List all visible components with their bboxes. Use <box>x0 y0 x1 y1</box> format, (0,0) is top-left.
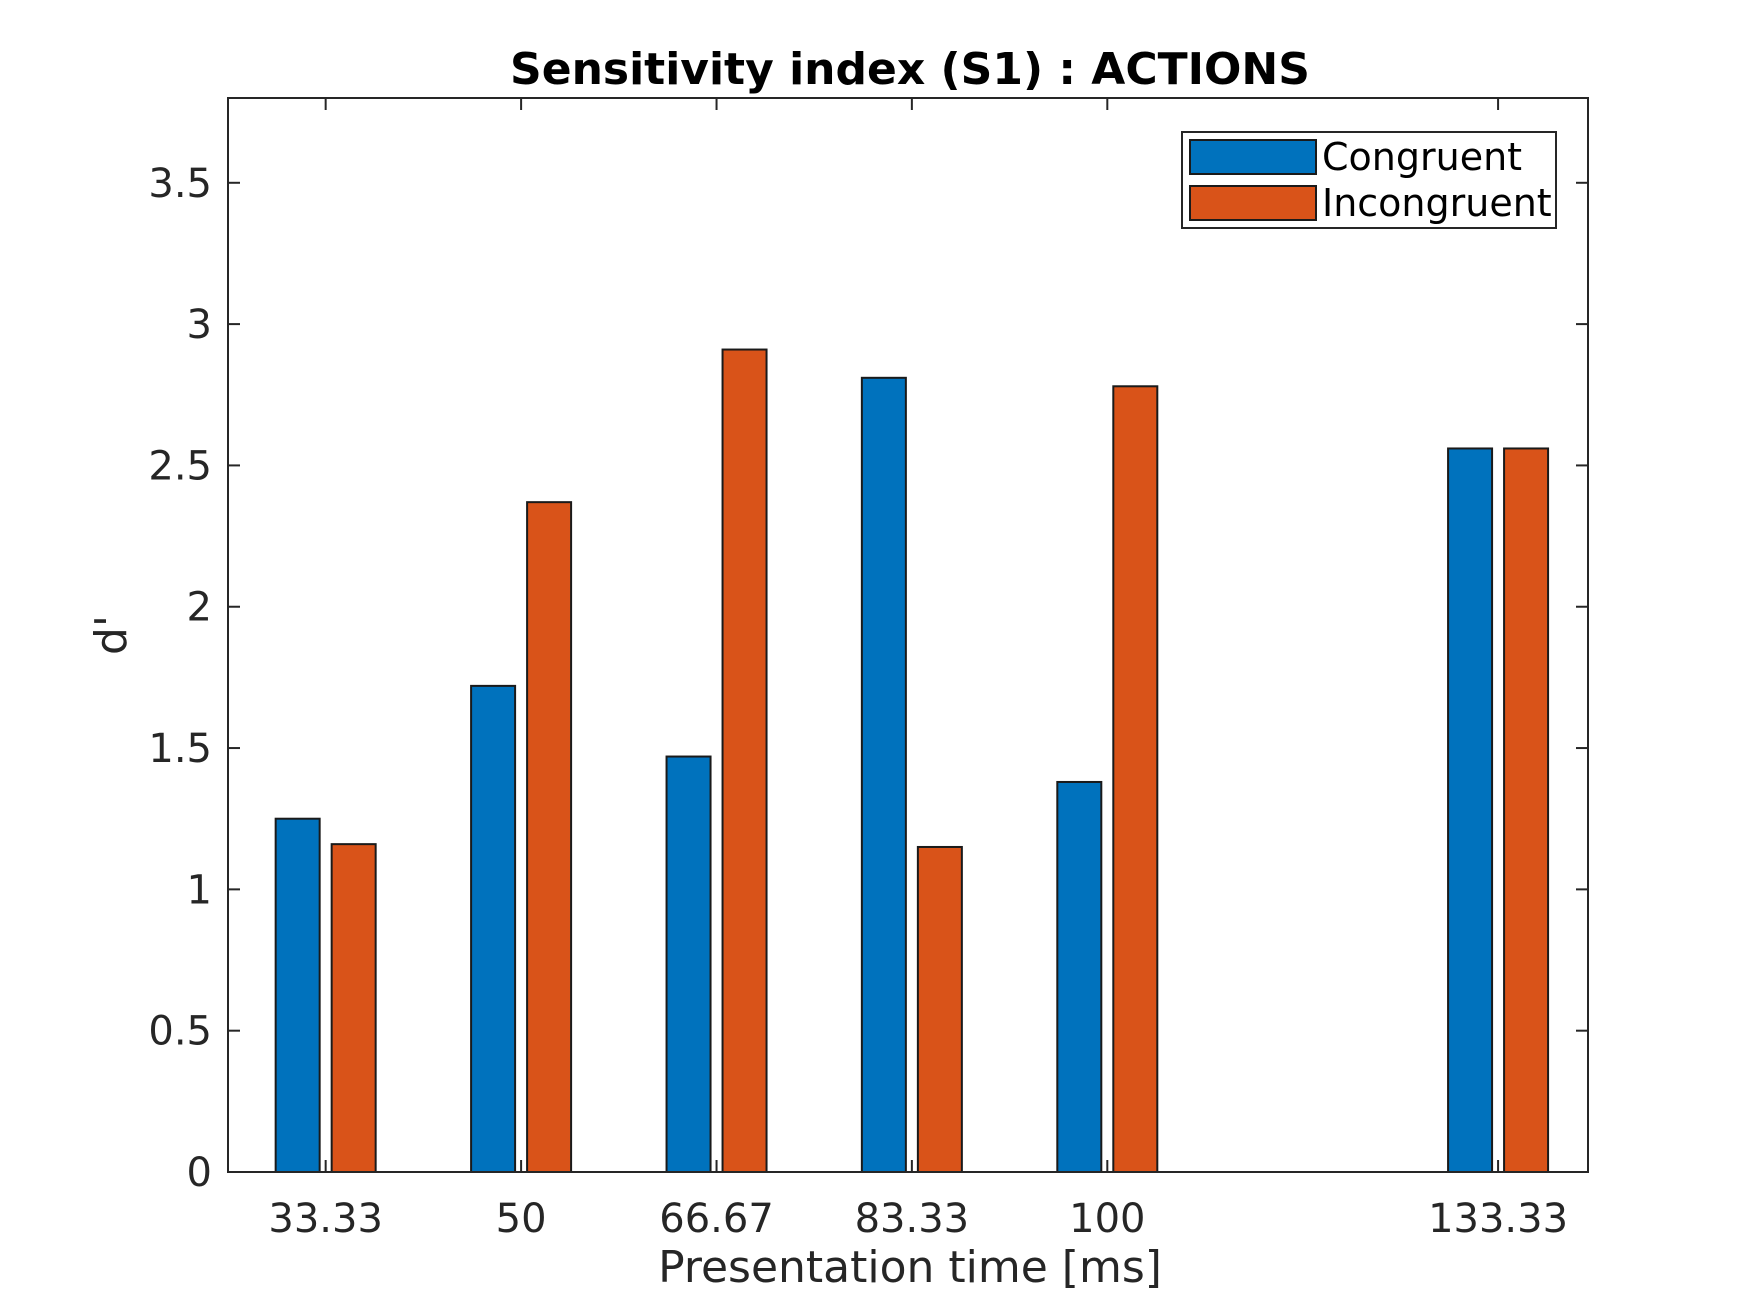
bar-congruent-0 <box>274 817 321 1173</box>
y-tick-label: 3.5 <box>148 161 212 207</box>
y-tick-label: 1 <box>187 867 212 913</box>
x-tick-label: 33.33 <box>268 1196 383 1242</box>
chart-title: Sensitivity index (S1) : ACTIONS <box>510 44 1310 95</box>
x-tick-label: 100 <box>1069 1196 1145 1242</box>
y-tick-label: 0.5 <box>148 1009 212 1055</box>
y-tick-label: 2 <box>187 585 212 631</box>
axes-box <box>227 97 1589 1173</box>
bar-incongruent-0 <box>330 843 377 1173</box>
x-tick-label: 83.33 <box>855 1196 970 1242</box>
legend-swatch-congruent <box>1189 139 1317 175</box>
bar-congruent-1 <box>470 684 517 1173</box>
bar-incongruent-3 <box>916 845 963 1173</box>
bar-congruent-4 <box>1056 780 1103 1174</box>
x-tick-label: 66.67 <box>659 1196 774 1242</box>
bar-incongruent-2 <box>721 348 768 1173</box>
legend-swatch-incongruent <box>1189 185 1317 221</box>
plot-area <box>228 98 1588 1172</box>
bar-congruent-5 <box>1447 447 1494 1174</box>
legend-label-incongruent: Incongruent <box>1322 181 1552 225</box>
bars-group <box>274 348 1550 1174</box>
bar-incongruent-1 <box>526 501 573 1173</box>
axes-group: 0 0.5 1 1.5 2 2.5 3 3.5 33.33 50 66.67 83.33 100 133.… <box>148 97 1589 1242</box>
y-tick-label: 3 <box>187 302 212 348</box>
bar-incongruent-5 <box>1503 447 1550 1174</box>
legend-label-congruent: Congruent <box>1322 135 1522 179</box>
y-tick-label: 2.5 <box>148 443 212 489</box>
bar-congruent-2 <box>665 755 712 1173</box>
y-axis-label: d' <box>86 615 137 655</box>
x-tick-label: 50 <box>496 1196 547 1242</box>
x-axis-label: Presentation time [ms] <box>658 1242 1162 1293</box>
bar-congruent-3 <box>860 376 907 1174</box>
x-tick-label: 133.33 <box>1428 1196 1568 1242</box>
y-tick-label: 1.5 <box>148 726 212 772</box>
bar-incongruent-4 <box>1112 385 1159 1173</box>
y-tick-label: 0 <box>187 1150 212 1196</box>
